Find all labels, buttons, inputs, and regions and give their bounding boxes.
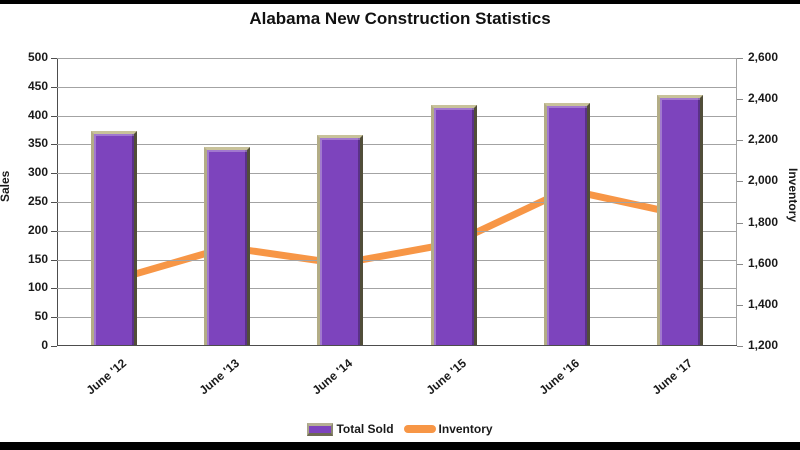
left-axis-tick [51, 317, 57, 319]
x-axis-category-label: June '16 [536, 356, 582, 398]
total-sold-bar [317, 134, 364, 345]
legend-item-inventory: Inventory [403, 422, 493, 436]
gridline [57, 115, 737, 117]
right-axis-tick [737, 304, 743, 306]
right-axis-tick-label: 2,200 [748, 132, 779, 147]
gridline [57, 317, 737, 319]
x-axis-category-label: June '15 [423, 356, 469, 398]
gridline [57, 173, 737, 175]
right-axis-tick-label: 2,400 [748, 91, 779, 106]
left-axis-tick-label: 450 [27, 78, 48, 93]
left-axis-tick [51, 144, 57, 146]
gridline [57, 202, 737, 203]
gridline [57, 230, 737, 232]
right-axis-tick [737, 346, 743, 347]
x-axis-line [57, 345, 737, 346]
right-axis-tick-label: 1,400 [748, 296, 779, 311]
right-axis-tick-label: 1,600 [748, 255, 779, 270]
right-axis-tick-label: 2,000 [748, 173, 779, 188]
gridline [57, 259, 737, 261]
legend-item-total-sold: Total Sold [307, 422, 394, 436]
left-axis-tick [51, 202, 57, 203]
left-axis-tick [51, 86, 57, 88]
left-axis-tick [51, 259, 57, 261]
total-sold-bar-swatch-icon [307, 422, 334, 436]
left-axis-tick [51, 115, 57, 117]
x-axis-category-label: June '14 [309, 356, 356, 398]
legend-label-total-sold: Total Sold [336, 422, 394, 436]
chart-title: Alabama New Construction Statistics [249, 9, 551, 28]
right-axis-tick [737, 140, 743, 142]
right-axis-tick-label: 2,600 [748, 50, 779, 64]
inventory-line [110, 186, 684, 284]
x-axis-category-label: June '12 [83, 356, 129, 398]
gridline [57, 288, 737, 290]
left-axis-tick [51, 288, 57, 290]
right-axis-tick [737, 99, 743, 101]
left-axis-tick-label: 0 [41, 338, 48, 352]
left-axis-tick-label: 50 [34, 309, 48, 324]
total-sold-bar [90, 130, 137, 345]
bottom-letterbox-bar [0, 442, 800, 450]
left-axis-tick-label: 500 [27, 50, 48, 64]
left-axis-tick [51, 58, 57, 59]
right-axis-tick [737, 181, 743, 183]
top-letterbox-bar [0, 0, 800, 4]
x-axis-category-label: June '17 [649, 356, 696, 398]
left-axis-tick-label: 200 [27, 222, 48, 237]
left-axis-tick-label: 150 [27, 251, 48, 266]
right-axis-tick [737, 263, 743, 265]
gridline [57, 144, 737, 146]
left-axis-tick-label: 400 [27, 107, 48, 122]
x-axis-category-label: June '13 [196, 356, 242, 398]
legend-label-inventory: Inventory [438, 422, 493, 436]
right-axis-tick-label: 1,800 [748, 214, 779, 229]
total-sold-bar [657, 95, 704, 345]
gridline [57, 58, 737, 59]
left-axis-tick [51, 230, 57, 232]
left-axis-tick [51, 346, 57, 347]
right-axis-tick [737, 222, 743, 224]
left-axis-tick-label: 300 [27, 165, 48, 180]
total-sold-bar [430, 105, 477, 345]
left-axis-tick-label: 350 [27, 136, 48, 151]
chart-legend: Total Sold Inventory [0, 422, 800, 436]
plot-area [57, 58, 737, 346]
left-axis-tick-label: 100 [27, 280, 48, 295]
right-axis-tick [737, 58, 743, 59]
gridline [57, 86, 737, 88]
left-axis-tick [51, 173, 57, 175]
total-sold-bar [544, 102, 590, 345]
inventory-line-swatch-icon [403, 425, 436, 433]
total-sold-bar [204, 147, 250, 345]
left-axis-tick-label: 250 [27, 194, 48, 208]
right-axis-tick-label: 1,200 [748, 338, 779, 352]
